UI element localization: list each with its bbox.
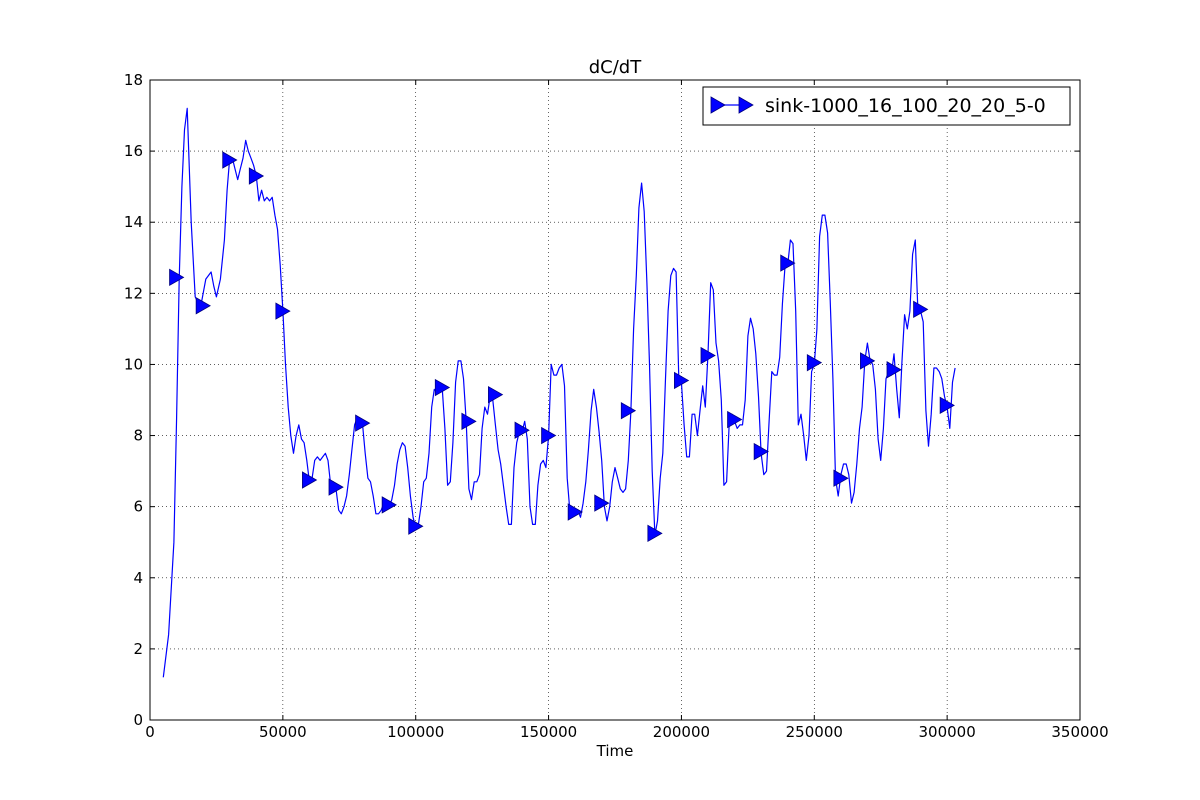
data-marker xyxy=(195,297,211,315)
x-axis-title: Time xyxy=(596,742,634,760)
axis-ticks xyxy=(149,79,1081,721)
x-tick-label: 150000 xyxy=(520,723,577,741)
x-tick-label: 0 xyxy=(145,723,155,741)
legend: sink-1000_16_100_20_20_5-0 xyxy=(702,86,1071,126)
data-marker xyxy=(541,426,557,445)
data-marker xyxy=(647,524,663,543)
x-tick-label: 50000 xyxy=(259,723,307,741)
y-tick-label: 8 xyxy=(133,427,143,445)
data-marker xyxy=(700,346,716,365)
y-tick-label: 2 xyxy=(133,640,143,658)
marker-group xyxy=(169,151,955,543)
y-tick-label: 14 xyxy=(124,213,143,231)
data-marker xyxy=(806,353,823,372)
data-marker xyxy=(222,151,238,169)
y-tick-label: 6 xyxy=(133,498,143,516)
data-marker xyxy=(620,401,637,420)
x-tick-label: 350000 xyxy=(1051,723,1108,741)
data-marker xyxy=(939,396,955,415)
chart-title: dC/dT xyxy=(589,57,642,78)
x-tick-label: 300000 xyxy=(919,723,976,741)
data-marker xyxy=(780,254,796,272)
data-marker xyxy=(913,300,929,319)
data-marker xyxy=(275,302,291,320)
x-tick-labels: 0 50000 100000 150000 200000 250000 300000 3500… xyxy=(145,723,1108,741)
x-tick-label: 200000 xyxy=(653,723,710,741)
data-marker xyxy=(514,421,530,439)
data-marker xyxy=(169,268,185,287)
legend-marker-sample xyxy=(738,96,754,114)
y-tick-label: 18 xyxy=(124,71,143,89)
plot-frame xyxy=(149,79,1081,721)
legend-marker-sample xyxy=(710,96,726,114)
data-marker xyxy=(753,442,769,461)
data-marker xyxy=(674,371,690,390)
y-tick-label: 0 xyxy=(133,711,143,729)
data-marker xyxy=(594,494,610,512)
data-marker xyxy=(727,410,743,429)
data-marker xyxy=(567,503,583,521)
data-marker xyxy=(355,414,371,432)
y-tick-labels: 0 2 4 6 8 10 12 14 16 18 xyxy=(124,71,143,729)
data-marker xyxy=(381,496,397,514)
x-tick-label: 100000 xyxy=(387,723,444,741)
data-marker xyxy=(302,471,318,489)
data-marker xyxy=(434,378,451,397)
y-tick-label: 12 xyxy=(124,284,143,302)
data-marker xyxy=(860,352,876,370)
grid-lines xyxy=(150,80,1080,720)
data-marker xyxy=(248,167,265,185)
y-tick-label: 16 xyxy=(124,142,143,160)
data-marker xyxy=(833,469,849,487)
y-tick-label: 10 xyxy=(124,355,143,373)
data-marker xyxy=(488,385,504,404)
data-marker xyxy=(328,478,344,496)
legend-box xyxy=(702,86,1071,126)
data-marker xyxy=(408,517,424,535)
y-tick-label: 4 xyxy=(133,569,143,587)
x-tick-label: 250000 xyxy=(786,723,843,741)
legend-label: sink-1000_16_100_20_20_5-0 xyxy=(765,95,1046,117)
data-marker xyxy=(886,361,902,379)
data-marker xyxy=(461,412,477,431)
